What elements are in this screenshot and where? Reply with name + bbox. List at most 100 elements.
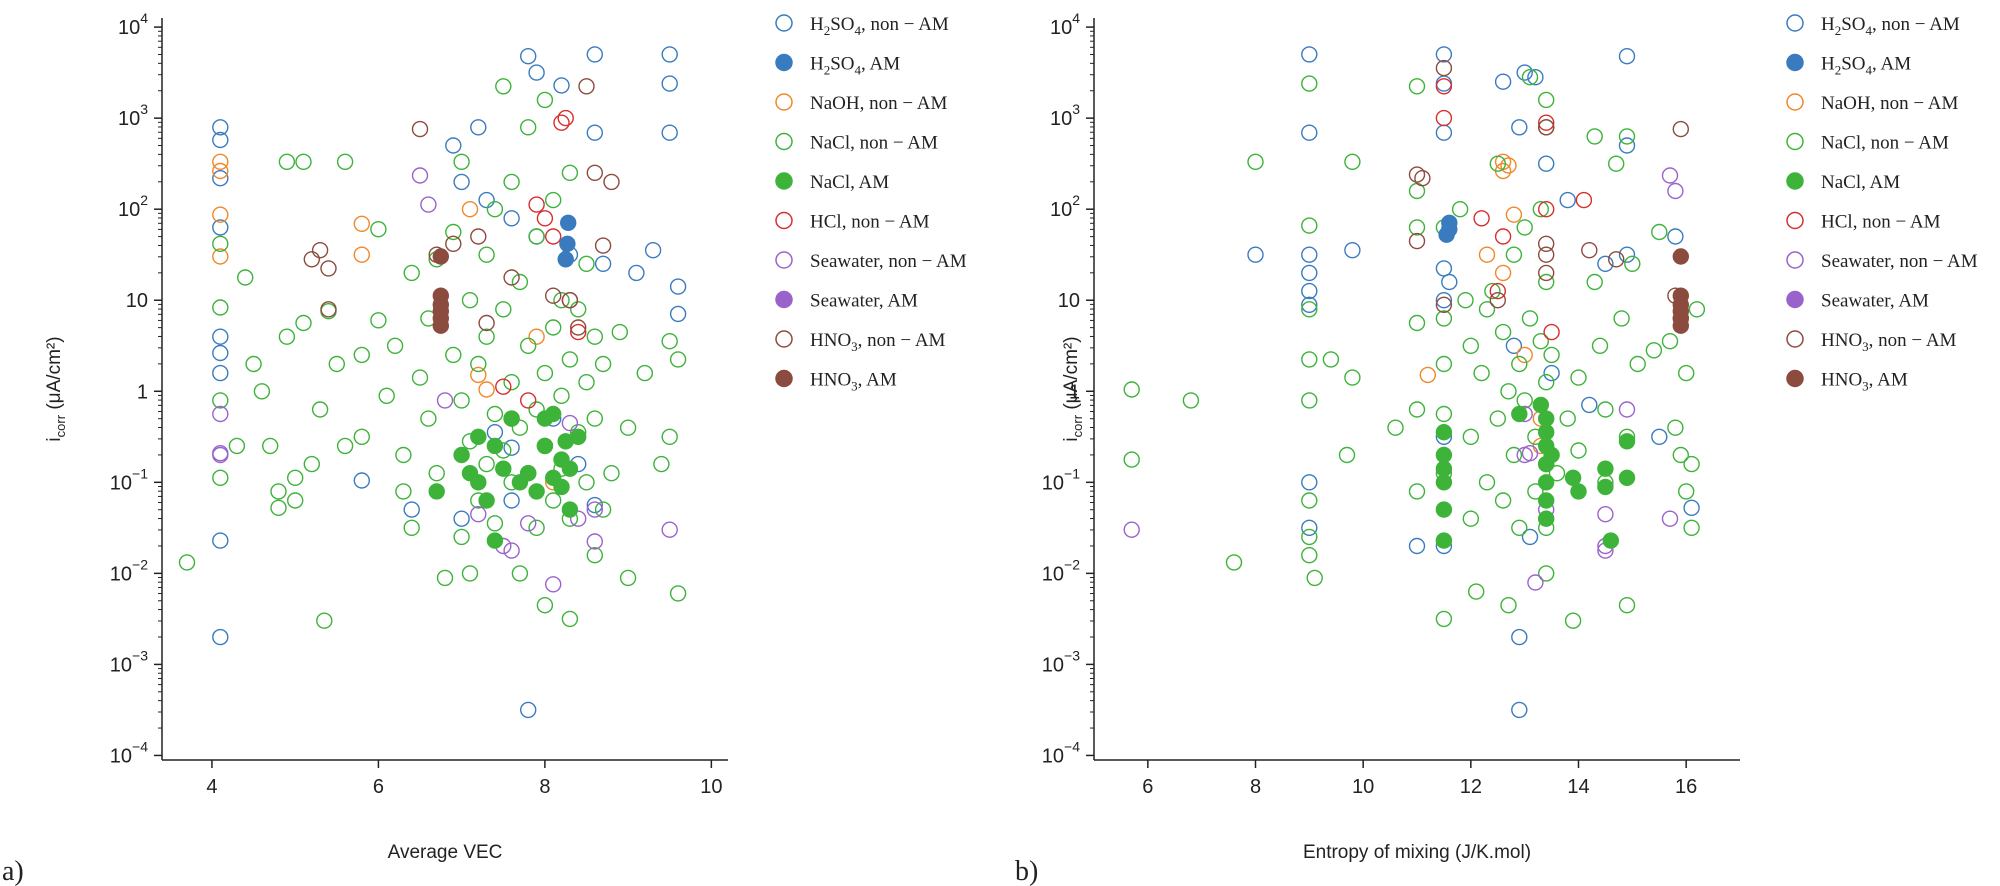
series-nacl-am: [428, 405, 587, 549]
data-point: [1473, 364, 1490, 382]
data-point: [1408, 401, 1426, 418]
data-point: [1301, 351, 1318, 368]
data-point: [570, 428, 587, 445]
data-point: [560, 214, 577, 232]
legend-marker: [1786, 330, 1804, 348]
data-point: [403, 264, 420, 282]
data-point: [478, 492, 495, 509]
data-point: [411, 167, 429, 184]
data-point: [403, 501, 420, 518]
scatter-panel-b: 10−4 10−3 10−2 10−1 1 10 102 103 104 6 8 10 12 14 16 En…: [1015, 10, 1978, 886]
data-point: [1645, 342, 1663, 359]
legend-label: HNO3, non − AM: [810, 330, 946, 354]
data-point: [1613, 310, 1630, 327]
data-point: [212, 344, 229, 362]
data-point: [1521, 445, 1539, 462]
legend-marker: [1786, 93, 1804, 111]
data-point: [1537, 474, 1555, 491]
data-point: [1301, 217, 1318, 234]
data-point: [1543, 364, 1560, 382]
data-point: [1408, 219, 1426, 236]
data-point: [1532, 200, 1550, 218]
data-point: [253, 383, 271, 400]
data-point: [486, 200, 504, 218]
data-point: [545, 576, 562, 593]
data-point: [1301, 301, 1318, 318]
data-point: [1564, 469, 1582, 486]
series-hno3-am: [432, 248, 449, 334]
data-point: [1511, 405, 1528, 423]
data-point: [661, 428, 678, 445]
data-point: [1683, 499, 1700, 516]
data-point: [212, 131, 229, 149]
data-point: [1581, 241, 1598, 259]
data-point: [1408, 232, 1426, 250]
x-tick-label: 4: [206, 776, 217, 798]
data-point: [545, 228, 562, 245]
data-point: [1543, 446, 1560, 464]
legend-label: Seawater, non − AM: [810, 251, 967, 272]
data-point: [586, 533, 603, 550]
data-point: [453, 153, 470, 171]
y-tick-label: 104: [118, 10, 148, 39]
data-point: [578, 78, 595, 95]
data-point: [1532, 333, 1550, 350]
data-point: [420, 196, 437, 213]
data-point: [1618, 401, 1636, 418]
data-point: [511, 565, 529, 582]
data-point: [1344, 241, 1361, 259]
data-point: [1683, 519, 1700, 536]
data-point: [1489, 410, 1507, 427]
data-point: [1597, 401, 1614, 418]
data-point: [370, 220, 387, 238]
data-point: [561, 164, 579, 182]
data-point: [594, 355, 612, 373]
data-point: [1462, 337, 1480, 354]
data-point: [669, 305, 687, 323]
data-point: [311, 401, 329, 418]
data-point: [428, 483, 445, 500]
data-point: [1651, 223, 1668, 241]
legend-marker: [775, 132, 793, 151]
data-point: [1435, 405, 1453, 423]
data-point: [528, 328, 545, 345]
y-tick-label: 102: [118, 192, 148, 221]
data-point: [1667, 228, 1684, 245]
data-point: [1597, 478, 1614, 496]
data-point: [311, 241, 329, 259]
data-point: [1457, 292, 1474, 309]
y-tick-label: 10: [1058, 290, 1080, 312]
y-tick-label: 10−3: [110, 647, 148, 676]
data-point: [1570, 442, 1587, 459]
data-point: [1672, 248, 1690, 265]
data-point: [536, 210, 554, 227]
data-point: [1537, 200, 1555, 218]
data-point: [1484, 282, 1501, 300]
data-point: [557, 251, 574, 268]
series-naoh-non-am: [212, 153, 562, 491]
legend-marker: [1786, 211, 1804, 230]
data-point: [1462, 510, 1480, 527]
data-point: [603, 173, 620, 191]
series-h2so4-non-am: [1247, 46, 1700, 719]
data-point: [336, 437, 354, 455]
data-point: [212, 405, 229, 423]
data-point: [1591, 337, 1609, 354]
data-point: [1301, 296, 1318, 313]
data-point: [528, 401, 545, 418]
data-point: [520, 48, 537, 65]
y-tick-label: 10−3: [1042, 647, 1080, 676]
data-point: [470, 119, 487, 136]
data-point: [520, 119, 537, 136]
y-tick-label: 10−2: [110, 556, 148, 585]
data-point: [1247, 246, 1264, 263]
data-point: [1489, 155, 1507, 172]
y-tick-label: 10−2: [1042, 556, 1080, 585]
data-point: [628, 264, 645, 282]
data-point: [1532, 396, 1550, 414]
data-point: [644, 241, 662, 259]
data-point: [328, 355, 345, 373]
data-point: [561, 351, 579, 368]
data-point: [1494, 323, 1512, 341]
data-point: [1505, 206, 1523, 223]
